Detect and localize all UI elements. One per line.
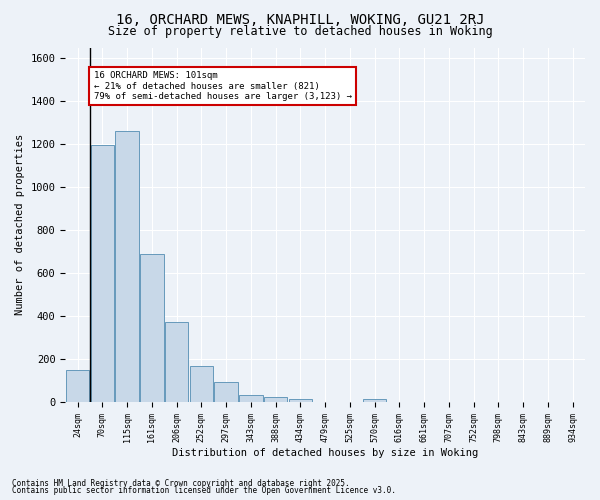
Bar [140, 254, 164, 402]
Bar [264, 397, 287, 402]
Bar [91, 146, 114, 402]
Text: Contains public sector information licensed under the Open Government Licence v3: Contains public sector information licen… [12, 486, 396, 495]
Text: 16, ORCHARD MEWS, KNAPHILL, WOKING, GU21 2RJ: 16, ORCHARD MEWS, KNAPHILL, WOKING, GU21… [116, 12, 484, 26]
Text: Contains HM Land Registry data © Crown copyright and database right 2025.: Contains HM Land Registry data © Crown c… [12, 478, 350, 488]
Bar [66, 370, 89, 402]
Bar [363, 399, 386, 402]
Text: 16 ORCHARD MEWS: 101sqm
← 21% of detached houses are smaller (821)
79% of semi-d: 16 ORCHARD MEWS: 101sqm ← 21% of detache… [94, 71, 352, 101]
Bar [289, 399, 312, 402]
Text: Size of property relative to detached houses in Woking: Size of property relative to detached ho… [107, 25, 493, 38]
Bar [214, 382, 238, 402]
Y-axis label: Number of detached properties: Number of detached properties [15, 134, 25, 316]
X-axis label: Distribution of detached houses by size in Woking: Distribution of detached houses by size … [172, 448, 478, 458]
Bar [115, 132, 139, 402]
Bar [165, 322, 188, 402]
Bar [239, 394, 263, 402]
Bar [190, 366, 213, 402]
